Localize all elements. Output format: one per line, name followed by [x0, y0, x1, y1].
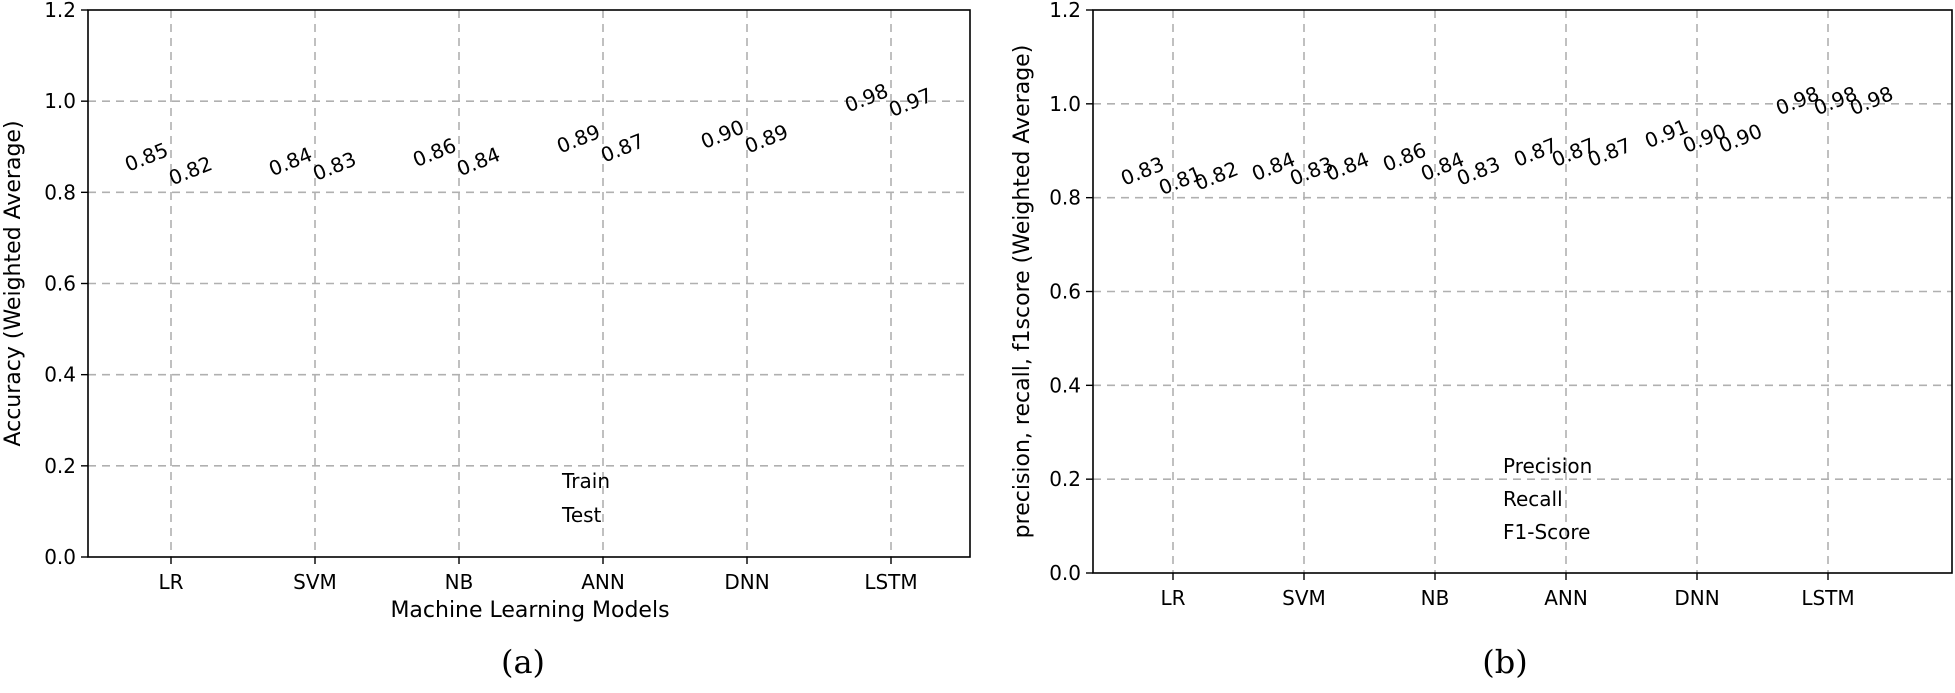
y-tick-label: 0.8 — [1049, 186, 1081, 210]
subfigure-caption: (b) — [1482, 643, 1527, 681]
x-tick-label: LR — [1160, 586, 1185, 610]
x-tick-label: LSTM — [864, 570, 917, 594]
x-tick-label: NB — [1421, 586, 1450, 610]
y-tick-label: 0.6 — [44, 272, 76, 296]
y-tick-label: 1.2 — [44, 0, 76, 22]
y-tick-label: 0.4 — [1049, 373, 1081, 397]
data-label: 0.98 — [841, 78, 891, 117]
subfigure-caption: (a) — [501, 643, 545, 681]
data-label: 0.82 — [165, 151, 215, 190]
x-axis-label: Machine Learning Models — [390, 598, 669, 623]
y-tick-label: 0.6 — [1049, 280, 1081, 304]
legend-entry: Precision — [1503, 454, 1592, 478]
y-tick-label: 1.0 — [1049, 92, 1081, 116]
plot-frame — [1092, 9, 1953, 574]
data-label: 0.84 — [1322, 147, 1372, 186]
data-label: 0.89 — [553, 119, 603, 158]
data-label: 0.84 — [265, 142, 315, 181]
y-tick-label: 0.2 — [1049, 467, 1081, 491]
plot-frame — [87, 9, 971, 558]
data-label: 0.83 — [309, 147, 359, 186]
data-label: 0.85 — [121, 138, 171, 177]
x-tick-label: ANN — [581, 570, 625, 594]
x-tick-label: SVM — [1282, 586, 1326, 610]
data-label: 0.84 — [453, 142, 503, 181]
y-tick-label: 0.2 — [44, 454, 76, 478]
y-tick-label: 0.0 — [44, 545, 76, 569]
x-tick-label: LSTM — [1801, 586, 1854, 610]
y-tick-label: 0.0 — [1049, 561, 1081, 585]
y-axis-label: precision, recall, f1score (Weighted Ave… — [1010, 45, 1035, 539]
data-label: 0.90 — [697, 115, 747, 154]
data-label: 0.86 — [409, 133, 459, 172]
x-tick-label: SVM — [293, 570, 337, 594]
legend-entry: Test — [561, 503, 602, 527]
legend-entry: Recall — [1503, 487, 1563, 511]
x-tick-label: ANN — [1544, 586, 1588, 610]
chart-b: 0.0 0.2 0.4 0.6 0.8 1.0 1.2 LR SVM NB ANN DNN LSTM 0.… — [1010, 0, 1953, 681]
legend-entry: F1-Score — [1503, 520, 1590, 544]
y-tick-label: 1.0 — [44, 89, 76, 113]
y-axis-label: Accuracy (Weighted Average) — [1, 120, 26, 446]
data-label: 0.97 — [885, 83, 935, 122]
y-tick-label: 1.2 — [1049, 0, 1081, 22]
data-label: 0.89 — [741, 119, 791, 158]
x-tick-label: DNN — [1674, 586, 1719, 610]
data-label: 0.87 — [597, 128, 647, 167]
x-tick-label: DNN — [724, 570, 769, 594]
x-tick-label: NB — [445, 570, 474, 594]
chart-a: 0.0 0.2 0.4 0.6 0.8 1.0 1.2 LR SVM NB ANN DNN LSTM 0.… — [1, 0, 971, 681]
x-tick-label: LR — [158, 570, 183, 594]
y-tick-label: 0.4 — [44, 363, 76, 387]
y-tick-label: 0.8 — [44, 180, 76, 204]
data-label: 0.82 — [1191, 156, 1241, 195]
legend-entry: Train — [561, 469, 610, 493]
